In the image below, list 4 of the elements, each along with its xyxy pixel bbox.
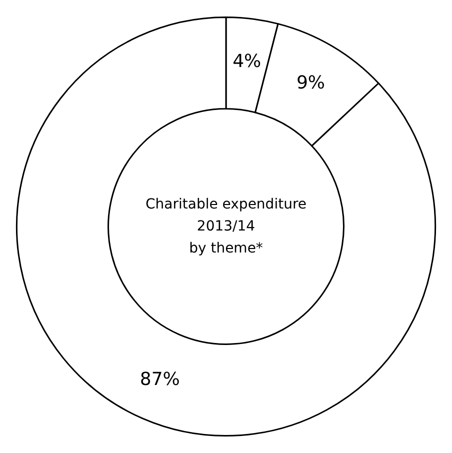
text: Charitable expenditure 2013/14 by theme* (145, 196, 307, 256)
data-label: 4% (232, 50, 262, 72)
data-label: 87% (140, 368, 180, 390)
data-label: 9% (296, 72, 326, 94)
